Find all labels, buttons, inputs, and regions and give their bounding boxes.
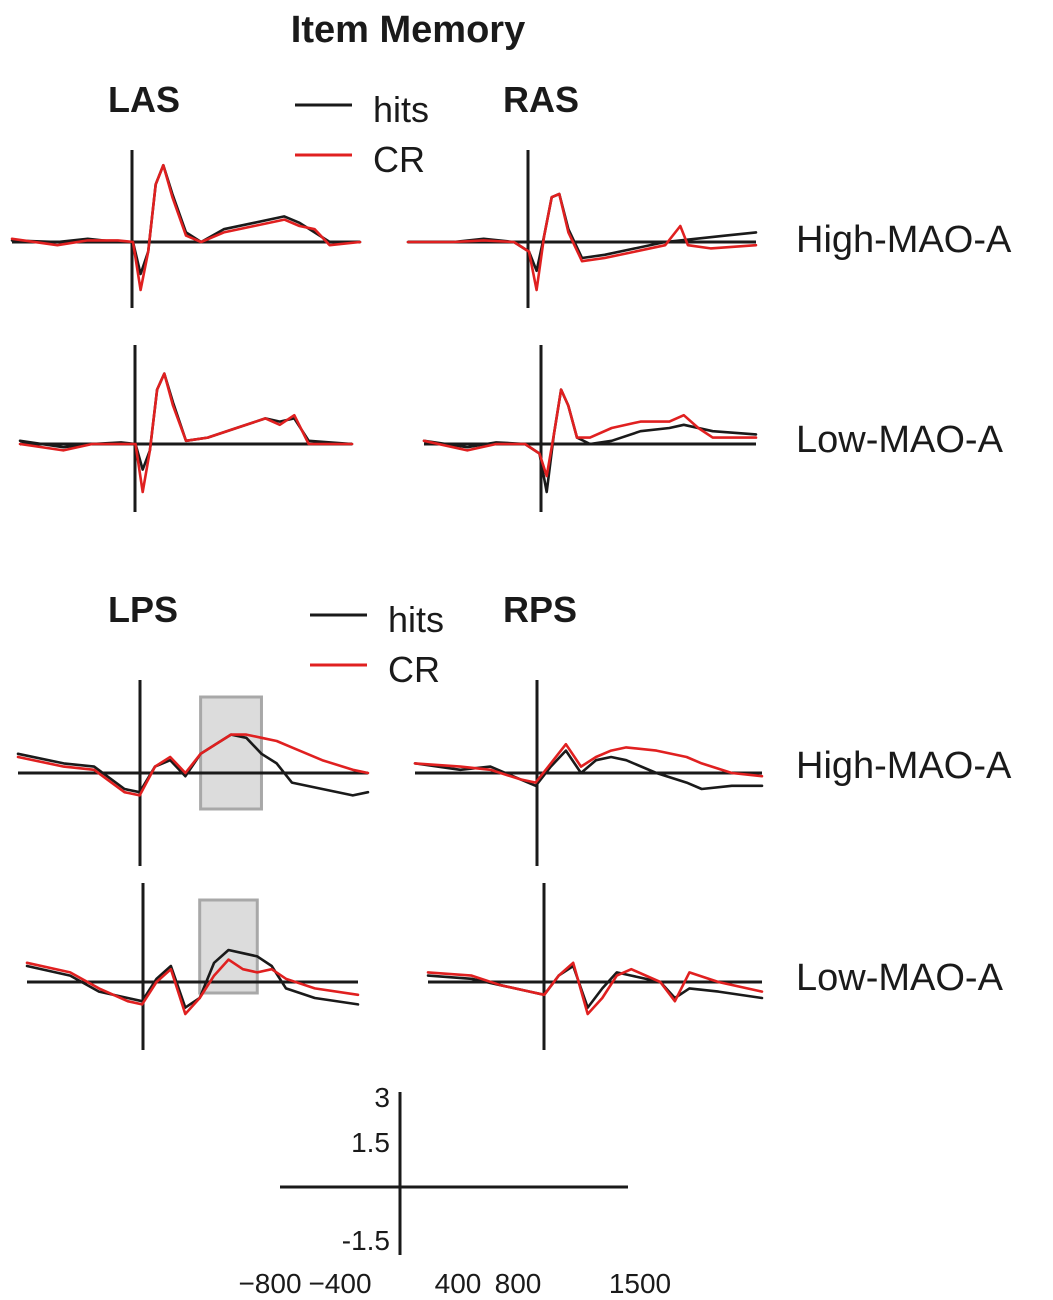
- erp-panel-ras-high-mao-a: [406, 150, 758, 308]
- analysis-window: [199, 695, 263, 811]
- series-cr: [10, 163, 362, 292]
- series-cr: [426, 961, 764, 1016]
- scale-y-tick-neg-1-5: -1.5: [342, 1225, 390, 1256]
- series-cr: [16, 733, 370, 797]
- series-cr: [406, 192, 758, 292]
- scale-y-tick-1-5: 1.5: [351, 1127, 390, 1158]
- legend-hits-label: hits: [373, 89, 429, 130]
- legend-cr-label: CR: [373, 139, 425, 180]
- row-label-high-anterior: High-MAO-A: [796, 219, 1012, 261]
- erp-panel-ras-low-mao-a: [422, 345, 758, 512]
- legend-hits-label: hits: [388, 599, 444, 640]
- figure-title: Item Memory: [291, 9, 525, 51]
- series-cr: [25, 958, 360, 1016]
- series-cr: [422, 388, 758, 478]
- row-label-low-anterior: Low-MAO-A: [796, 419, 1004, 461]
- series-cr: [18, 372, 354, 494]
- scale-x-tick-1500: 1500: [609, 1268, 671, 1299]
- series-hits: [10, 163, 362, 276]
- erp-panel-lps-high-mao-a: [16, 680, 370, 866]
- scale-x-tick-800: 800: [495, 1268, 542, 1299]
- row-label-low-posterior: Low-MAO-A: [796, 957, 1004, 999]
- panel-title-ras: RAS: [503, 79, 579, 120]
- erp-panel-lps-low-mao-a: [25, 883, 360, 1050]
- row-label-high-posterior: High-MAO-A: [796, 745, 1012, 787]
- legend-posterior: hits CR: [310, 599, 444, 690]
- erp-panel-las-high-mao-a: [10, 150, 362, 308]
- scale-y-tick-3: 3: [374, 1082, 390, 1113]
- erp-panel-las-low-mao-a: [18, 345, 354, 512]
- scale-x-tick-neg-800: −800: [238, 1268, 301, 1299]
- erp-panel-rps-low-mao-a: [426, 883, 764, 1050]
- erp-panel-rps-high-mao-a: [413, 680, 764, 866]
- scale-bar: 3 1.5 -1.5 −800 −400 400 800 1500: [238, 1082, 671, 1299]
- series-cr: [413, 742, 764, 784]
- legend-cr-label: CR: [388, 649, 440, 690]
- scale-x-tick-neg-400: −400: [308, 1268, 371, 1299]
- series-hits: [18, 372, 354, 471]
- panel-title-las: LAS: [108, 79, 180, 120]
- series-hits: [25, 948, 360, 1009]
- panel-title-rps: RPS: [503, 589, 577, 630]
- panel-title-lps: LPS: [108, 589, 178, 630]
- erp-panels: [10, 150, 764, 1050]
- series-hits: [426, 964, 764, 1009]
- series-hits: [413, 749, 764, 791]
- series-hits: [422, 388, 758, 494]
- legend-anterior: hits CR: [295, 89, 429, 180]
- scale-x-tick-400: 400: [435, 1268, 482, 1299]
